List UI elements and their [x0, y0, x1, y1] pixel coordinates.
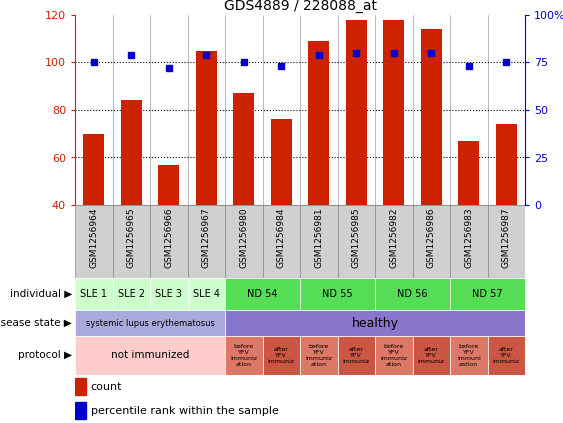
Text: GSM1256966: GSM1256966: [164, 207, 173, 268]
Bar: [113, 278, 150, 310]
Text: SLE 4: SLE 4: [193, 289, 220, 299]
Text: healthy: healthy: [351, 316, 399, 330]
Text: GSM1256983: GSM1256983: [464, 207, 473, 268]
Text: percentile rank within the sample: percentile rank within the sample: [91, 406, 279, 416]
Bar: [262, 205, 300, 278]
Bar: [83, 134, 104, 205]
Text: systemic lupus erythematosus: systemic lupus erythematosus: [86, 319, 215, 327]
Text: GSM1256980: GSM1256980: [239, 207, 248, 268]
Bar: [262, 336, 300, 375]
Bar: [187, 278, 225, 310]
Text: before
YFV
immuniz
ation: before YFV immuniz ation: [305, 344, 332, 367]
Bar: [196, 51, 217, 205]
Bar: [450, 205, 488, 278]
Bar: [375, 336, 413, 375]
Text: GSM1256987: GSM1256987: [502, 207, 511, 268]
Bar: [225, 205, 262, 278]
Bar: [300, 278, 375, 310]
Bar: [121, 101, 141, 205]
Bar: [375, 278, 450, 310]
Bar: [75, 278, 113, 310]
Text: GSM1256965: GSM1256965: [127, 207, 136, 268]
Bar: [75, 310, 225, 336]
Text: after
YFV
immuniz: after YFV immuniz: [343, 347, 370, 364]
Text: count: count: [91, 382, 122, 392]
Text: SLE 2: SLE 2: [118, 289, 145, 299]
Text: ND 54: ND 54: [247, 289, 278, 299]
Text: after
YFV
immuniz: after YFV immuniz: [418, 347, 445, 364]
Bar: [488, 205, 525, 278]
Bar: [421, 29, 441, 205]
Text: before
YFV
immuniz
ation: before YFV immuniz ation: [230, 344, 257, 367]
Bar: [75, 402, 86, 419]
Text: GSM1256967: GSM1256967: [202, 207, 211, 268]
Text: ND 57: ND 57: [472, 289, 503, 299]
Bar: [337, 205, 375, 278]
Text: before
YFV
immuniz
ation: before YFV immuniz ation: [380, 344, 407, 367]
Text: SLE 1: SLE 1: [81, 289, 107, 299]
Bar: [225, 310, 525, 336]
Text: after
YFV
immuniz: after YFV immuniz: [493, 347, 520, 364]
Bar: [300, 205, 337, 278]
Text: GSM1256985: GSM1256985: [352, 207, 361, 268]
Bar: [300, 336, 337, 375]
Text: ND 56: ND 56: [397, 289, 428, 299]
Bar: [150, 205, 187, 278]
Text: individual ▶: individual ▶: [10, 289, 72, 299]
Title: GDS4889 / 228088_at: GDS4889 / 228088_at: [224, 0, 377, 13]
Text: GSM1256984: GSM1256984: [277, 207, 286, 268]
Bar: [450, 336, 488, 375]
Text: SLE 3: SLE 3: [155, 289, 182, 299]
Bar: [413, 336, 450, 375]
Bar: [383, 20, 404, 205]
Bar: [375, 205, 413, 278]
Bar: [337, 336, 375, 375]
Bar: [75, 378, 86, 395]
Bar: [75, 336, 225, 375]
Bar: [458, 141, 479, 205]
Bar: [75, 205, 113, 278]
Bar: [234, 93, 254, 205]
Text: after
YFV
immuniz: after YFV immuniz: [268, 347, 295, 364]
Bar: [271, 120, 292, 205]
Text: ND 55: ND 55: [322, 289, 353, 299]
Text: GSM1256986: GSM1256986: [427, 207, 436, 268]
Text: not immunized: not immunized: [111, 351, 189, 360]
Text: GSM1256964: GSM1256964: [90, 207, 99, 268]
Text: GSM1256982: GSM1256982: [389, 207, 398, 268]
Bar: [225, 278, 300, 310]
Bar: [113, 205, 150, 278]
Bar: [346, 20, 367, 205]
Bar: [488, 336, 525, 375]
Bar: [225, 336, 262, 375]
Bar: [150, 278, 187, 310]
Text: disease state ▶: disease state ▶: [0, 318, 72, 328]
Text: protocol ▶: protocol ▶: [18, 351, 72, 360]
Bar: [309, 41, 329, 205]
Bar: [158, 165, 179, 205]
Bar: [413, 205, 450, 278]
Bar: [496, 124, 517, 205]
Bar: [187, 205, 225, 278]
Text: before
YFV
immuni
zation: before YFV immuni zation: [457, 344, 481, 367]
Text: GSM1256981: GSM1256981: [314, 207, 323, 268]
Bar: [450, 278, 525, 310]
